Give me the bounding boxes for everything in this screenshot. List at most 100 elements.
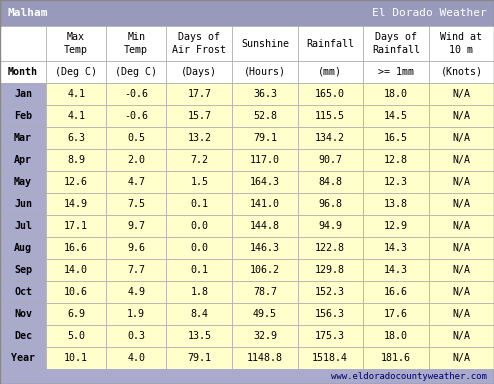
Text: 36.3: 36.3 <box>253 89 277 99</box>
Bar <box>232 61 297 83</box>
Bar <box>363 149 429 171</box>
Bar <box>0 193 46 215</box>
Bar <box>363 259 429 281</box>
Text: 0.1: 0.1 <box>190 199 208 209</box>
Bar <box>232 149 297 171</box>
Text: 146.3: 146.3 <box>250 243 280 253</box>
Text: 79.1: 79.1 <box>253 133 277 143</box>
Bar <box>106 281 166 303</box>
Text: 12.9: 12.9 <box>384 221 408 231</box>
Bar <box>429 26 494 61</box>
Text: 84.8: 84.8 <box>318 177 342 187</box>
Text: Month: Month <box>8 67 38 77</box>
Bar <box>166 237 232 259</box>
Text: (Hours): (Hours) <box>244 67 286 77</box>
Bar <box>106 193 166 215</box>
Text: 2.0: 2.0 <box>127 155 145 165</box>
Bar <box>166 259 232 281</box>
Text: 0.0: 0.0 <box>190 243 208 253</box>
Text: 32.9: 32.9 <box>253 331 277 341</box>
Text: 9.7: 9.7 <box>127 221 145 231</box>
Text: 5.0: 5.0 <box>67 331 85 341</box>
Text: 18.0: 18.0 <box>384 331 408 341</box>
Text: Rainfall: Rainfall <box>306 39 354 49</box>
Bar <box>46 26 106 61</box>
Text: 14.0: 14.0 <box>64 265 88 275</box>
Bar <box>0 171 46 193</box>
Text: 4.1: 4.1 <box>67 89 85 99</box>
Text: 94.9: 94.9 <box>318 221 342 231</box>
Bar <box>297 348 363 369</box>
Text: 4.9: 4.9 <box>127 287 145 297</box>
Bar <box>166 127 232 149</box>
Bar <box>46 303 106 325</box>
Bar <box>46 83 106 104</box>
Text: El Dorado Weather: El Dorado Weather <box>372 8 487 18</box>
Bar <box>232 215 297 237</box>
Bar <box>106 149 166 171</box>
Text: -0.6: -0.6 <box>124 111 148 121</box>
Bar <box>232 348 297 369</box>
Text: Air Frost: Air Frost <box>172 45 226 55</box>
Text: 1.5: 1.5 <box>190 177 208 187</box>
Bar <box>166 83 232 104</box>
Bar <box>166 104 232 127</box>
Bar <box>363 237 429 259</box>
Text: N/A: N/A <box>453 199 470 209</box>
Bar <box>46 215 106 237</box>
Bar <box>166 325 232 348</box>
Text: N/A: N/A <box>453 243 470 253</box>
Text: >= 1mm: >= 1mm <box>378 67 414 77</box>
Bar <box>46 348 106 369</box>
Bar <box>363 348 429 369</box>
Text: Jul: Jul <box>14 221 32 231</box>
Text: N/A: N/A <box>453 287 470 297</box>
Bar <box>106 303 166 325</box>
Bar <box>297 61 363 83</box>
Bar <box>46 149 106 171</box>
Text: 14.3: 14.3 <box>384 265 408 275</box>
Text: 7.7: 7.7 <box>127 265 145 275</box>
Text: 115.5: 115.5 <box>315 111 345 121</box>
Bar <box>0 303 46 325</box>
Text: (Deg C): (Deg C) <box>115 67 157 77</box>
Text: 16.6: 16.6 <box>384 287 408 297</box>
Text: 12.8: 12.8 <box>384 155 408 165</box>
Text: (Days): (Days) <box>181 67 217 77</box>
Bar <box>363 171 429 193</box>
Bar <box>429 215 494 237</box>
Bar <box>0 61 46 83</box>
Bar <box>46 237 106 259</box>
Bar <box>0 104 46 127</box>
Text: 0.1: 0.1 <box>190 265 208 275</box>
Bar <box>106 325 166 348</box>
Bar <box>106 171 166 193</box>
Bar <box>0 369 494 384</box>
Bar <box>166 193 232 215</box>
Bar <box>429 259 494 281</box>
Text: Days of: Days of <box>375 32 417 42</box>
Text: Year: Year <box>11 353 35 363</box>
Bar <box>297 149 363 171</box>
Bar <box>46 61 106 83</box>
Bar <box>0 237 46 259</box>
Text: www.eldoradocountyweather.com: www.eldoradocountyweather.com <box>330 372 487 381</box>
Text: Jun: Jun <box>14 199 32 209</box>
Text: 4.0: 4.0 <box>127 353 145 363</box>
Text: 4.1: 4.1 <box>67 111 85 121</box>
Bar <box>297 325 363 348</box>
Text: 13.2: 13.2 <box>187 133 211 143</box>
Bar <box>363 303 429 325</box>
Bar <box>297 303 363 325</box>
Text: 122.8: 122.8 <box>315 243 345 253</box>
Text: 49.5: 49.5 <box>253 309 277 319</box>
Bar <box>363 26 429 61</box>
Bar <box>232 303 297 325</box>
Bar <box>0 83 46 104</box>
Bar <box>297 215 363 237</box>
Text: 13.8: 13.8 <box>384 199 408 209</box>
Bar <box>46 193 106 215</box>
Bar <box>106 237 166 259</box>
Bar <box>166 303 232 325</box>
Text: Temp: Temp <box>124 45 148 55</box>
